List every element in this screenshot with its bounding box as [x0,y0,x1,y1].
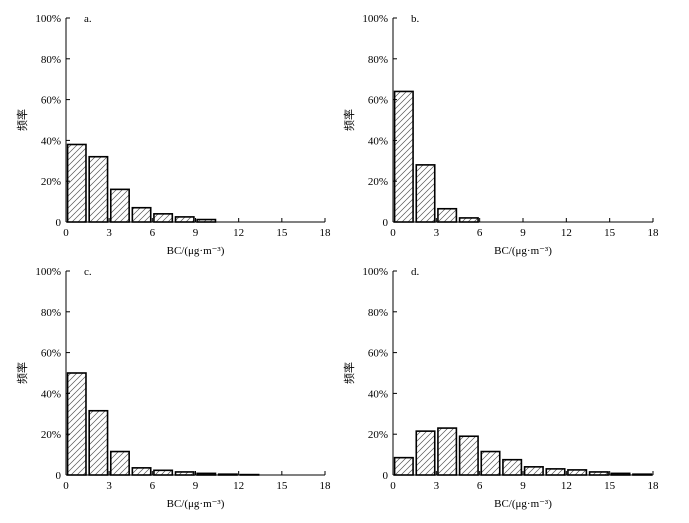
x-tick-label: 6 [477,227,483,239]
histogram-bar [393,456,414,476]
histogram-bar [109,450,130,476]
x-tick-label: 15 [604,480,616,492]
y-tick-label: 100% [35,13,61,25]
panel-label: c. [84,266,92,278]
x-tick-label: 9 [520,480,526,492]
y-tick-label: 100% [362,266,388,278]
y-tick-label: 80% [368,54,388,66]
bars [66,372,260,476]
panel-label: a. [84,13,92,25]
x-tick-label: 0 [390,227,396,239]
y-tick-label: 80% [41,307,61,319]
y-tick-label: 0 [56,217,62,229]
x-axis-title: BC/(μg·m⁻³) [494,245,552,257]
histogram-bar [153,213,174,223]
histogram-bar [393,90,414,223]
x-tick-label: 12 [561,480,572,492]
y-axis-title: 频率 [15,362,29,384]
histogram-panel-2: 0 3 6 9 12 15 18 0 20% 40% 60% 80% 100% b. BC/(μg·m⁻³)… [342,13,659,257]
histogram-bar [66,143,87,223]
y-tick-label: 0 [383,217,389,229]
y-tick-label: 40% [41,388,61,400]
x-tick-label: 15 [604,227,616,239]
x-tick-label: 0 [390,480,396,492]
x-tick-label: 15 [276,480,288,492]
histogram-bar [174,216,195,223]
x-tick-label: 6 [150,227,156,239]
y-axis-title: 频率 [15,109,29,131]
panel-label: d. [411,266,420,278]
y-tick-label: 0 [56,470,62,482]
x-tick-label: 0 [63,227,69,239]
y-tick-label: 60% [41,95,61,107]
histogram-bar [437,207,458,223]
x-tick-label: 18 [320,227,332,239]
x-tick-label: 3 [434,480,440,492]
y-tick-label: 100% [362,13,388,25]
y-tick-label: 100% [35,266,61,278]
y-tick-label: 60% [368,95,388,107]
x-tick-label: 3 [106,227,112,239]
histogram-bar [415,164,436,223]
x-tick-label: 18 [648,227,660,239]
x-tick-label: 9 [193,227,199,239]
x-tick-label: 9 [193,480,199,492]
y-tick-label: 20% [41,429,61,441]
histogram-bar [437,427,458,476]
y-tick-label: 60% [41,348,61,360]
panel-label: b. [411,13,420,25]
histogram-bar [131,206,152,223]
x-tick-label: 3 [434,227,440,239]
x-tick-label: 12 [561,227,572,239]
y-tick-label: 20% [368,176,388,188]
x-tick-label: 6 [150,480,156,492]
y-axis-title: 频率 [342,109,356,131]
x-tick-label: 6 [477,480,483,492]
histogram-bar [88,155,109,223]
x-tick-label: 12 [233,480,244,492]
x-tick-label: 12 [233,227,244,239]
x-axis-title: BC/(μg·m⁻³) [167,498,225,510]
histogram-bar [88,409,109,476]
x-tick-label: 15 [276,227,288,239]
x-tick-label: 3 [106,480,112,492]
histogram-bar [458,217,479,223]
histogram-bar [131,467,152,476]
histogram-bar [480,450,501,476]
y-tick-label: 40% [368,135,388,147]
histogram-bar [415,430,436,476]
histogram-bar [502,458,523,476]
y-tick-label: 60% [368,348,388,360]
x-tick-label: 18 [648,480,660,492]
histogram-panel-3: 0 3 6 9 12 15 18 0 20% 40% 60% 80% 100% c. BC/(μg·m⁻³)… [15,266,331,510]
y-axis-title: 频率 [342,362,356,384]
y-tick-label: 0 [383,470,389,482]
bars [393,427,653,476]
bars [393,90,479,223]
bars [66,143,217,223]
histogram-bar [458,435,479,476]
histogram-panel-1: 0 3 6 9 12 15 18 0 20% 40% 60% 80% 100% a. BC/(μg·m⁻³)… [15,13,331,257]
histogram-bar [66,372,87,476]
x-tick-label: 18 [320,480,332,492]
x-axis-title: BC/(μg·m⁻³) [494,498,552,510]
histogram-bar [109,188,130,223]
x-axis-title: BC/(μg·m⁻³) [167,245,225,257]
histogram-bar [567,469,588,476]
histogram-bar [545,468,566,476]
y-tick-label: 40% [368,388,388,400]
x-tick-label: 9 [520,227,526,239]
y-tick-label: 80% [368,307,388,319]
x-tick-label: 0 [63,480,69,492]
y-tick-label: 40% [41,135,61,147]
y-tick-label: 20% [368,429,388,441]
histogram-panel-4: 0 3 6 9 12 15 18 0 20% 40% 60% 80% 100% d. BC/(μg·m⁻³)… [342,266,659,510]
y-tick-label: 80% [41,54,61,66]
histogram-bar [153,469,174,476]
histogram-bar [523,466,544,476]
y-tick-label: 20% [41,176,61,188]
